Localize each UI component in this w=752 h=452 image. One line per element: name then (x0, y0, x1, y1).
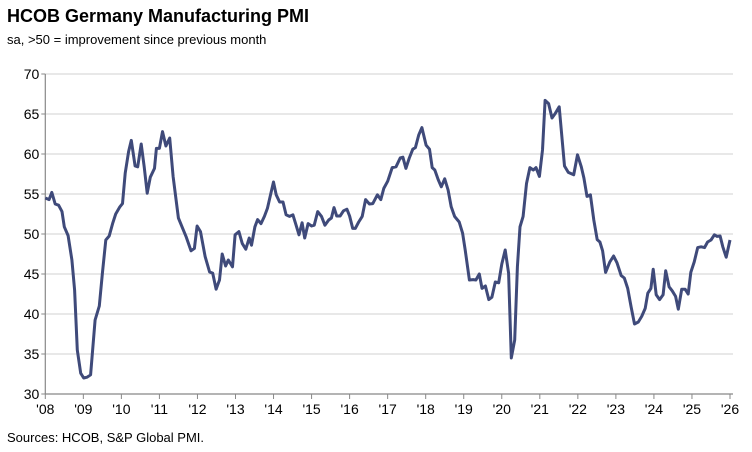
y-tick-label: 70 (24, 66, 40, 82)
x-tick-label: '18 (417, 401, 435, 417)
y-tick-label: 50 (24, 226, 40, 242)
x-tick-label: '23 (607, 401, 625, 417)
y-tick-label: 45 (24, 266, 40, 282)
x-tick-label: '12 (188, 401, 206, 417)
y-tick-label: 35 (24, 346, 40, 362)
x-tick-label: '21 (531, 401, 549, 417)
y-tick-label: 40 (24, 306, 40, 322)
x-tick-label: '14 (264, 401, 282, 417)
x-tick-label: '08 (36, 401, 54, 417)
y-tick-label: 55 (24, 186, 40, 202)
x-tick-label: '09 (74, 401, 92, 417)
x-tick-label: '26 (721, 401, 739, 417)
x-tick-label: '20 (493, 401, 511, 417)
x-tick-label: '13 (226, 401, 244, 417)
chart-subtitle: sa, >50 = improvement since previous mon… (7, 32, 267, 47)
x-tick-label: '16 (340, 401, 358, 417)
x-tick-label: '11 (151, 401, 168, 417)
x-tick-label: '24 (645, 401, 663, 417)
y-tick-label: 65 (24, 106, 40, 122)
x-tick-label: '19 (455, 401, 473, 417)
source-note: Sources: HCOB, S&P Global PMI. (7, 430, 204, 445)
x-tick-label: '17 (379, 401, 397, 417)
chart-title: HCOB Germany Manufacturing PMI (7, 6, 310, 26)
x-tick-label: '15 (302, 401, 320, 417)
y-tick-label: 30 (24, 386, 40, 402)
y-tick-label: 60 (24, 146, 40, 162)
x-tick-label: '22 (569, 401, 587, 417)
x-tick-label: '25 (683, 401, 701, 417)
pmi-line (44, 98, 732, 380)
x-tick-label: '10 (112, 401, 130, 417)
